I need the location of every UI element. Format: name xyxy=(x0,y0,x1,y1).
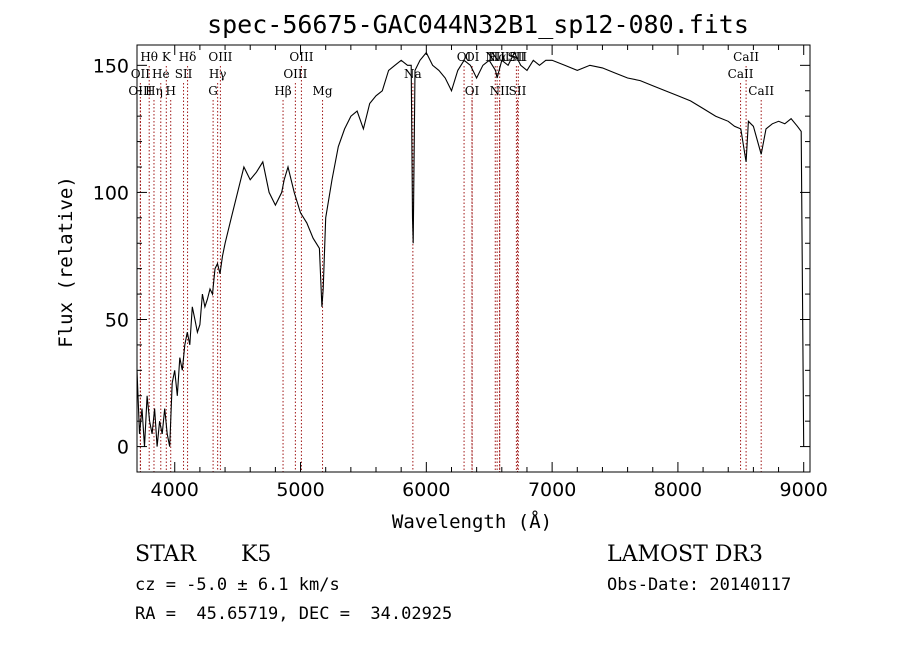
line-label-27: NII xyxy=(490,84,510,98)
redshift-text: cz = -5.0 ± 6.1 km/s xyxy=(135,575,340,595)
line-label-3: OIII xyxy=(208,50,232,64)
y-tick-label-1: 50 xyxy=(105,310,129,332)
line-label-2: Hδ xyxy=(179,50,197,64)
chart-title: spec-56675-GAC044N32B1_sp12-080.fits xyxy=(207,10,749,39)
x-tick-label-1: 5000 xyxy=(276,479,324,501)
line-label-16: Hγ xyxy=(209,67,227,81)
x-tick-label-2: 6000 xyxy=(402,479,450,501)
line-label-19: CaII xyxy=(728,67,754,81)
line-label-13: OII xyxy=(131,67,151,81)
line-label-5: OI xyxy=(457,50,472,64)
axis-ticks: 4000 5000 6000 7000 8000 9000 0 50 100 150 xyxy=(93,45,828,501)
obs-date-text: Obs-Date: 20140117 xyxy=(607,575,791,595)
line-label-18: Na xyxy=(404,67,422,81)
y-axis-label: Flux (relative) xyxy=(55,176,77,348)
line-label-1: K xyxy=(162,50,172,64)
object-subclass: K5 xyxy=(241,542,271,567)
line-label-14: He xyxy=(152,67,170,81)
line-label-4: OIII xyxy=(289,50,313,64)
x-tick-label-4: 8000 xyxy=(654,479,702,501)
line-label-12: CaII xyxy=(733,50,759,64)
ra-dec-text: RA = 45.65719, DEC = 34.02925 xyxy=(135,604,452,624)
survey-name: LAMOST DR3 xyxy=(607,542,763,567)
x-tick-label-3: 7000 xyxy=(528,479,576,501)
plot-frame xyxy=(136,44,811,473)
line-label-7: NII xyxy=(485,50,505,64)
line-label-6: OI xyxy=(465,50,480,64)
line-label-0: Hθ xyxy=(140,50,158,64)
line-label-21: Hη xyxy=(145,84,163,98)
line-label-23: G xyxy=(208,84,218,98)
line-label-26: OI xyxy=(465,84,480,98)
y-tick-label-0: 0 xyxy=(117,437,129,459)
line-label-29: CaII xyxy=(748,84,774,98)
line-label-22: H xyxy=(165,84,175,98)
line-label-28: SII xyxy=(509,84,527,98)
line-label-15: SII xyxy=(175,67,193,81)
spectrum-series xyxy=(136,51,805,447)
line-label-9: NII xyxy=(490,50,510,64)
x-tick-label-5: 9000 xyxy=(780,479,828,501)
y-tick-label-2: 100 xyxy=(93,182,129,204)
line-label-24: Hβ xyxy=(274,84,291,98)
y-tick-label-3: 150 xyxy=(93,55,129,77)
line-label-17: OIII xyxy=(283,67,307,81)
object-class: STAR xyxy=(135,542,197,567)
x-tick-label-0: 4000 xyxy=(151,479,199,501)
spectral-line-markers xyxy=(139,66,762,472)
spectrum-line xyxy=(136,51,805,447)
line-label-25: Mg xyxy=(313,84,333,98)
x-axis-label: Wavelength (Å) xyxy=(392,510,552,533)
